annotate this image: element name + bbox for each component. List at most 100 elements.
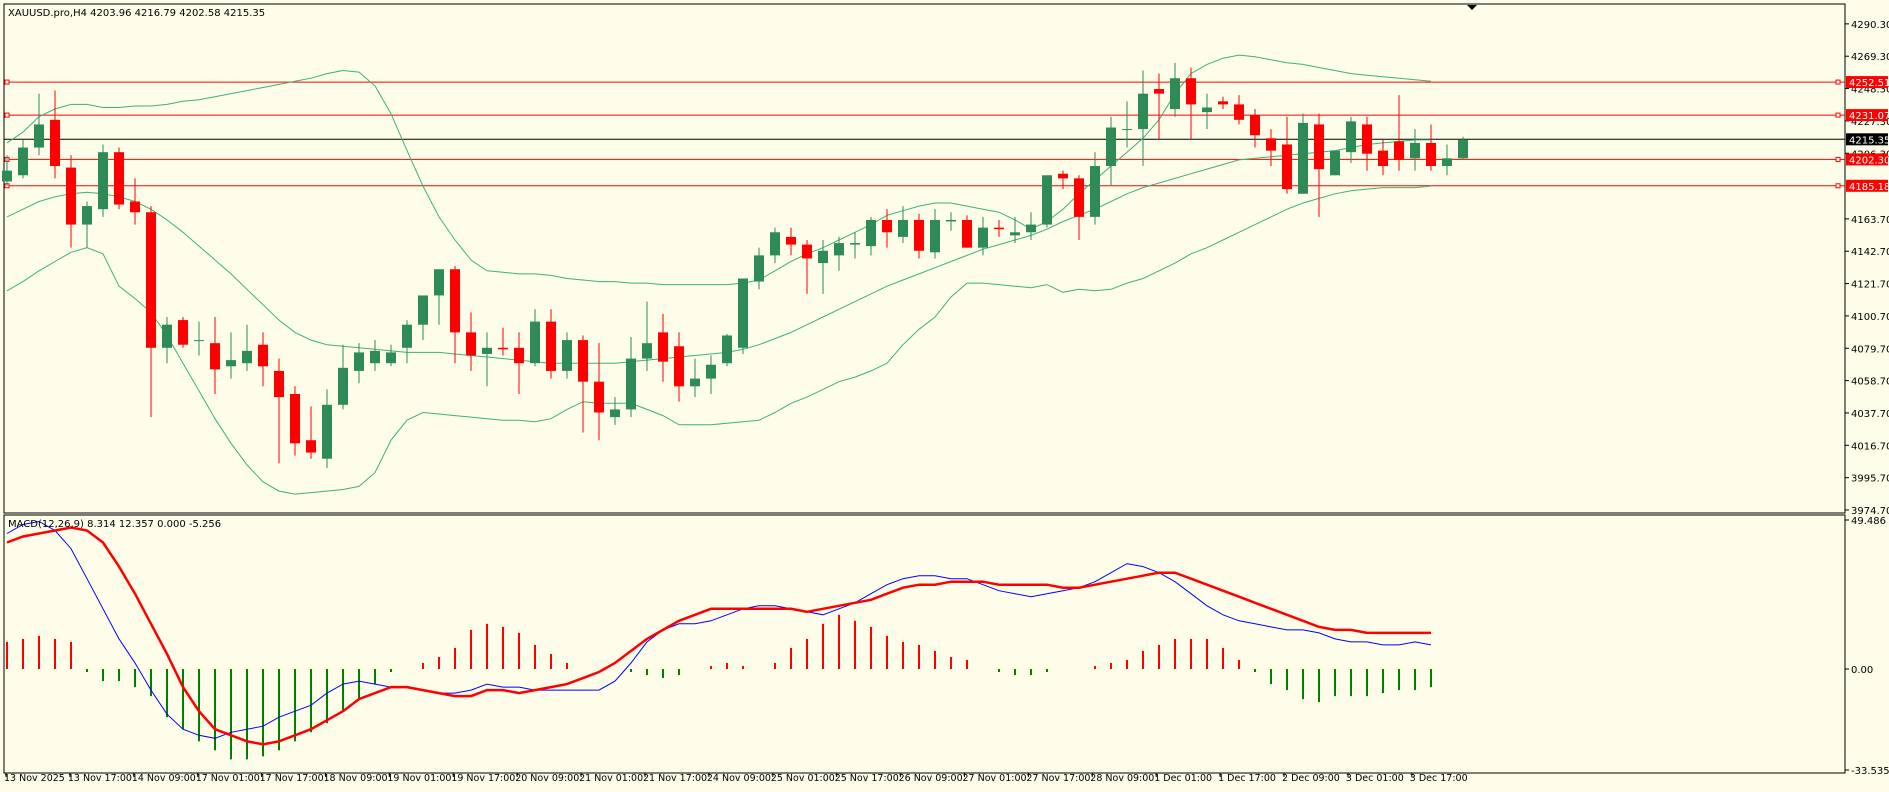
candle-body [1362,124,1372,154]
candle-body [578,340,588,382]
price-label-text-2: 4215.35 [1849,135,1889,146]
candle-body [498,347,508,350]
price-label-box-1 [1846,109,1888,122]
candle-body [978,227,988,248]
candle-body [898,219,908,237]
candle-body [754,255,764,282]
candle-body [450,269,460,333]
price-label-text-0: 4252.51 [1849,78,1889,89]
bollinger-middle-line [6,139,1431,364]
time-tick-label: 25 Nov 17:00 [835,773,899,784]
candle-body [642,343,652,359]
candle-body [1266,138,1276,151]
candle-body [834,243,844,256]
price-label-box-2 [1846,133,1888,146]
candle-body [818,250,828,264]
candle-body [18,147,28,176]
candle-body [722,335,732,364]
candle-body [994,227,1004,230]
candle-body [162,324,172,348]
candle-body [674,346,684,387]
candle-body [482,347,492,354]
time-tick-label: 18 Nov 09:00 [324,773,388,784]
time-tick-label: 3 Dec 17:00 [1410,773,1468,784]
candle-body [34,124,44,148]
candle-body [1314,124,1324,170]
candle-body [914,219,924,251]
price-axis[interactable]: 4290.304269.304248.304227.304206.304163.… [1845,20,1889,517]
candle-body [1458,139,1468,159]
level-handle-right-3 [1835,156,1841,162]
candle-body [610,409,620,418]
candle-body [1042,175,1052,225]
level-handle-right-4 [1835,183,1841,189]
macd-indicator: 49.486 0.00 -33.535 [6,516,1889,777]
candle-body [370,350,380,364]
candle-body [1202,107,1212,113]
candle-body [850,243,860,245]
candle-body [1026,224,1036,233]
time-tick-label: 27 Nov 17:00 [1026,773,1090,784]
price-tick-label: 4290.30 [1851,20,1889,31]
candle-body [1218,101,1228,105]
candle-body [82,206,92,225]
candlestick-series [2,62,1468,468]
price-label-box-4 [1846,179,1888,192]
candle-body [930,219,940,253]
price-tick-label: 4142.70 [1851,247,1889,258]
candle-body [130,201,140,213]
time-tick-label: 26 Nov 09:00 [899,773,963,784]
candle-body [786,236,796,245]
bollinger-bands [6,54,1432,495]
candle-body [962,219,972,248]
candle-body [594,381,604,413]
price-tick-label: 4227.30 [1851,117,1889,128]
macd-line [6,520,1432,739]
candle-body [1330,150,1340,176]
time-tick-label: 20 Nov 09:00 [515,773,579,784]
candle-body [1298,122,1308,194]
price-label-box-3 [1846,153,1888,166]
price-tick-label: 4121.70 [1851,280,1889,291]
macd-pane-frame [3,514,1846,774]
candle-body [1378,150,1388,167]
price-tick-label: 4248.30 [1851,85,1889,96]
bollinger-upper-line [6,54,1432,286]
candle-body [1426,142,1436,167]
time-tick-label: 19 Nov 01:00 [387,773,451,784]
candle-body [1106,127,1116,167]
shift-marker-icon[interactable] [1467,5,1477,10]
time-axis[interactable]: 13 Nov 2025 13 Nov 17:00 14 Nov 09:00 17 No… [4,773,1468,784]
price-tick-label: 4016.70 [1851,441,1889,452]
candle-body [1250,115,1260,136]
price-tick-label: 4100.70 [1851,312,1889,323]
candle-body [418,295,428,325]
candle-body [626,358,636,410]
candle-body [706,364,716,379]
price-label-text-4: 4185.18 [1849,182,1889,193]
candle-body [1138,93,1148,130]
candle-body [210,343,220,370]
horizontal-levels [4,79,1845,189]
candle-body [946,219,956,222]
time-tick-label: 17 Nov 17:00 [260,773,324,784]
candle-body [98,152,108,210]
price-tick-label: 4163.70 [1851,215,1889,226]
macd-tick-label: 0.00 [1851,665,1873,676]
time-tick-label: 17 Nov 01:00 [196,773,260,784]
candle-body [546,321,556,371]
candle-body [770,232,780,256]
candle-body [1170,78,1180,110]
chart-header: XAUUSD.pro,H4 4203.96 4216.79 4202.58 42… [8,8,265,19]
candle-body [1090,166,1100,217]
candle-body [338,367,348,405]
candle-body [738,278,748,348]
candle-body [1010,232,1020,236]
candle-body [306,440,316,453]
price-tick-label: 4269.30 [1851,52,1889,63]
candle-body [1282,144,1292,190]
time-tick-label: 21 Nov 17:00 [643,773,707,784]
price-label-text-3: 4202.30 [1849,155,1889,166]
